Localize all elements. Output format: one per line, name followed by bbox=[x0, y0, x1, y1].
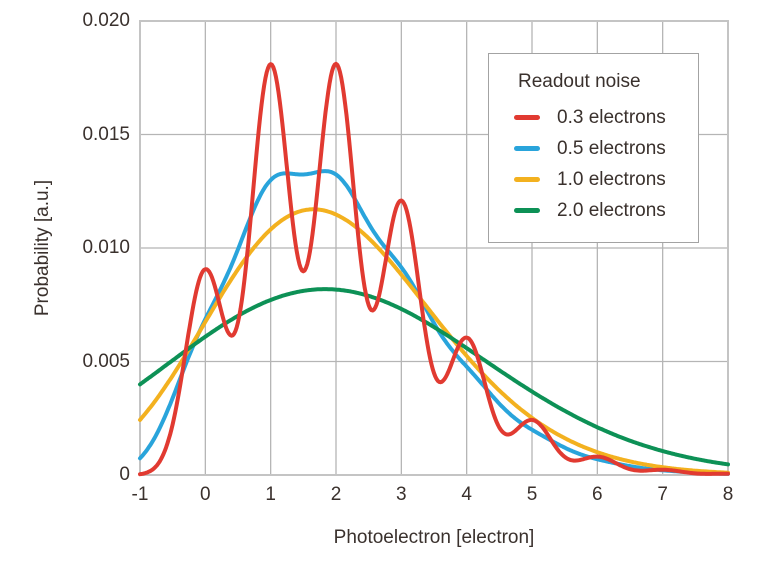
legend-swatch-0.5-electrons bbox=[514, 146, 540, 151]
legend-item: 2.0 electrons bbox=[514, 200, 698, 221]
legend-item-label: 2.0 electrons bbox=[557, 200, 666, 221]
legend-swatch-1.0-electrons bbox=[514, 177, 540, 182]
x-tick-label: 7 bbox=[657, 484, 668, 505]
legend-item-label: 1.0 electrons bbox=[557, 169, 666, 190]
curve-0.5-electrons bbox=[138, 169, 730, 476]
legend-item: 0.5 electrons bbox=[514, 138, 698, 159]
legend-item-label: 0.3 electrons bbox=[557, 107, 666, 128]
y-tick-label: 0.005 bbox=[82, 350, 130, 372]
legend-swatch-0.3-electrons bbox=[514, 115, 540, 120]
legend-title: Readout noise bbox=[518, 71, 641, 92]
x-tick-label: 2 bbox=[330, 484, 342, 505]
x-tick-label: -1 bbox=[131, 484, 149, 505]
curve-1.0-electrons bbox=[138, 207, 730, 475]
x-tick-label: 3 bbox=[396, 484, 407, 505]
legend: Readout noise 0.3 electrons 0.5 electron… bbox=[488, 53, 699, 243]
x-tick-label: 5 bbox=[526, 484, 538, 505]
legend-swatch-2.0-electrons bbox=[514, 208, 540, 213]
x-tick-label: 8 bbox=[722, 484, 734, 505]
y-tick-label: 0.010 bbox=[82, 237, 130, 258]
y-tick-label: 0 bbox=[119, 464, 130, 485]
y-axis-title: Probability [a.u.] bbox=[32, 179, 53, 317]
x-tick-label: 1 bbox=[265, 484, 276, 505]
x-tick-label: 6 bbox=[592, 484, 603, 505]
x-tick-label: 4 bbox=[461, 484, 472, 505]
legend-item: 1.0 electrons bbox=[514, 169, 698, 190]
curve-0.3-electrons bbox=[138, 61, 730, 477]
x-axis-title: Photoelectron [electron] bbox=[333, 527, 535, 548]
legend-item-label: 0.5 electrons bbox=[557, 138, 666, 159]
y-tick-label: 0.020 bbox=[82, 10, 130, 31]
x-tick-label: 0 bbox=[200, 484, 211, 505]
y-tick-label: 0.015 bbox=[82, 123, 130, 145]
legend-item: 0.3 electrons bbox=[514, 107, 698, 128]
plot-border bbox=[139, 20, 729, 476]
